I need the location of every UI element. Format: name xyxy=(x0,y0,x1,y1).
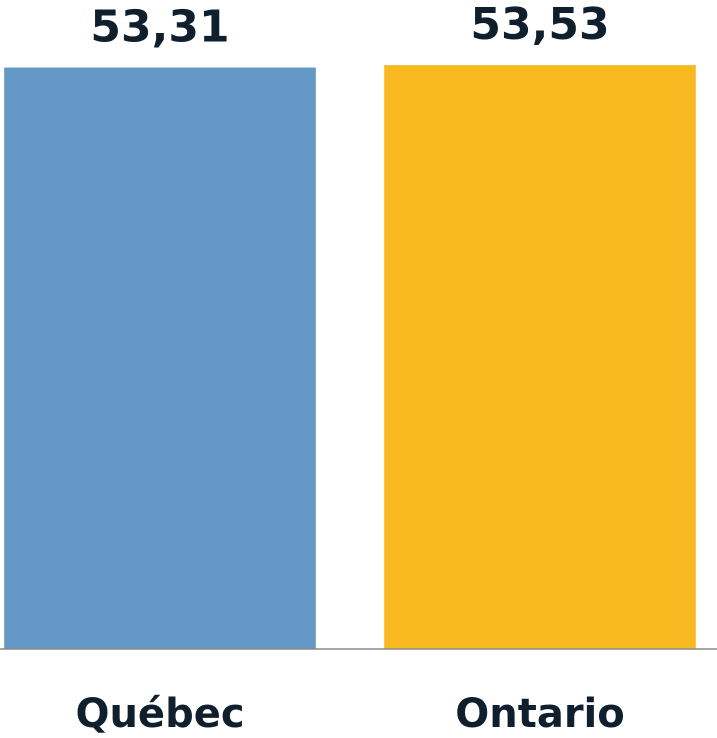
x-tick-label: Ontario xyxy=(455,691,625,737)
bar xyxy=(384,65,696,649)
bar xyxy=(4,67,316,649)
x-tick-label: Québec xyxy=(75,691,244,737)
value-label: 53,53 xyxy=(470,0,609,50)
value-label: 53,31 xyxy=(90,2,229,53)
